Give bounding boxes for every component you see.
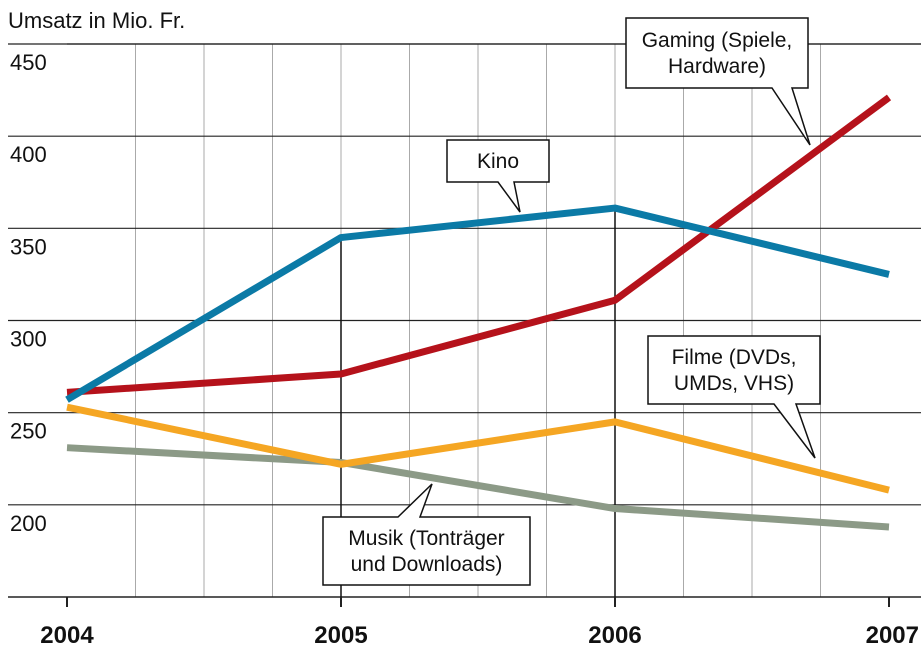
series-line (66, 94, 892, 396)
series-line (66, 403, 890, 494)
y-tick-label: 350 (10, 234, 47, 259)
series-line (66, 444, 890, 531)
callout-box (647, 335, 821, 459)
y-tick-label: 200 (10, 511, 47, 536)
y-tick-label: 300 (10, 327, 47, 352)
series-label: Kino (477, 150, 519, 173)
y-tick-label: 400 (10, 142, 47, 167)
y-axis-label: Umsatz in Mio. Fr. (8, 8, 185, 33)
x-tick-label: 2004 (40, 622, 94, 648)
x-tick-label: 2005 (314, 622, 367, 648)
series-label: Filme (DVDs, UMDs, VHS) (672, 346, 797, 395)
series-label: Gaming (Spiele, Hardware) (642, 29, 793, 78)
x-tick-label: 2007 (866, 622, 919, 648)
y-tick-label: 450 (10, 50, 47, 75)
y-tick-label: 250 (10, 419, 47, 444)
series-line (65, 204, 890, 403)
callout-box (625, 17, 811, 146)
series-label: Musik (Tonträger und Downloads) (348, 527, 504, 576)
x-tick-label: 2006 (588, 622, 641, 648)
callout-box (322, 483, 531, 586)
callout-box (446, 139, 550, 213)
